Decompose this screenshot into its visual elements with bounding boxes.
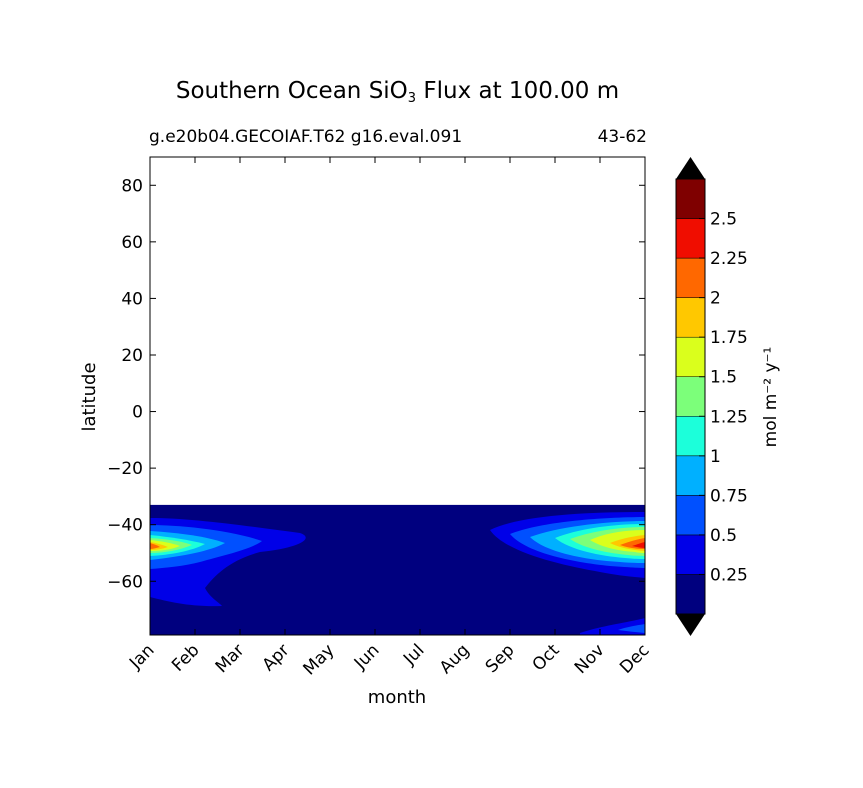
contour-field — [150, 504, 645, 635]
x-tick-label: Jan — [125, 640, 158, 673]
y-tick-label: −20 — [107, 459, 143, 479]
x-tick-label: Sep — [482, 640, 519, 677]
colorbar-segment — [675, 218, 706, 259]
x-tick-label: Jul — [399, 640, 428, 669]
y-tick-label: −40 — [107, 516, 143, 536]
case-name: g.e20b04.GECOIAF.T62 g16.eval.091 — [149, 127, 463, 147]
colorbar-frame — [675, 178, 706, 615]
colorbar: 0.25 0.5 0.75 1 1.25 1.5 1.75 2 2.25 2.5 — [675, 157, 748, 636]
colorbar-extend-max — [676, 157, 705, 179]
y-tick-label: 60 — [121, 233, 143, 253]
y-axis: 80 60 40 20 0 −20 −40 −60 — [107, 176, 645, 592]
colorbar-label: mol m⁻² y⁻¹ — [761, 347, 781, 448]
x-tick-label: Oct — [529, 640, 564, 675]
colorbar-tick-label: 1.75 — [710, 328, 748, 348]
colorbar-segment — [675, 534, 706, 575]
x-axis-label: month — [368, 687, 426, 708]
colorbar-tick-label: 2.5 — [710, 210, 737, 230]
x-tick-label: Dec — [616, 640, 653, 677]
year-range: 43-62 — [597, 127, 647, 147]
colorbar-extend-min — [676, 614, 705, 636]
y-axis-label: latitude — [79, 362, 100, 431]
colorbar-segment — [675, 574, 706, 615]
colorbar-tick-label: 0.5 — [710, 526, 737, 546]
x-tick-label: Mar — [212, 640, 249, 677]
colorbar-segment — [675, 495, 706, 536]
colorbar-segment — [675, 336, 706, 377]
y-tick-label: 20 — [121, 346, 143, 366]
contour-level-2 — [618, 624, 645, 633]
y-tick-label: 80 — [121, 176, 143, 196]
contour-level-8 — [150, 543, 160, 549]
colorbar-tick-label: 2.25 — [710, 249, 748, 269]
x-tick-label: Aug — [436, 640, 474, 678]
colorbar-segment — [675, 178, 706, 219]
chart-title: Southern Ocean SiO3 Flux at 100.00 m — [175, 78, 620, 106]
colorbar-segment — [675, 297, 706, 338]
x-tick-label: Nov — [571, 640, 609, 678]
x-tick-label: Apr — [259, 640, 294, 675]
x-tick-label: Feb — [168, 640, 203, 675]
y-tick-label: 0 — [132, 403, 143, 423]
colorbar-tick-label: 1.25 — [710, 407, 748, 427]
colorbar-segment — [675, 416, 706, 457]
colorbar-segment — [675, 257, 706, 298]
contour-level-9 — [632, 542, 645, 548]
colorbar-segment — [675, 455, 706, 496]
colorbar-tick-label: 0.75 — [710, 486, 748, 506]
colorbar-tick-label: 1.5 — [710, 368, 737, 388]
x-tick-label: May — [300, 640, 339, 679]
colorbar-tick-label: 2 — [710, 289, 721, 309]
y-tick-label: −60 — [107, 572, 143, 592]
colorbar-segment — [675, 376, 706, 417]
colorbar-tick-label: 0.25 — [710, 565, 748, 585]
plot-frame — [149, 156, 646, 636]
colorbar-tick-label: 1 — [710, 447, 721, 467]
y-tick-label: 40 — [121, 289, 143, 309]
x-tick-label: Jun — [350, 640, 384, 674]
